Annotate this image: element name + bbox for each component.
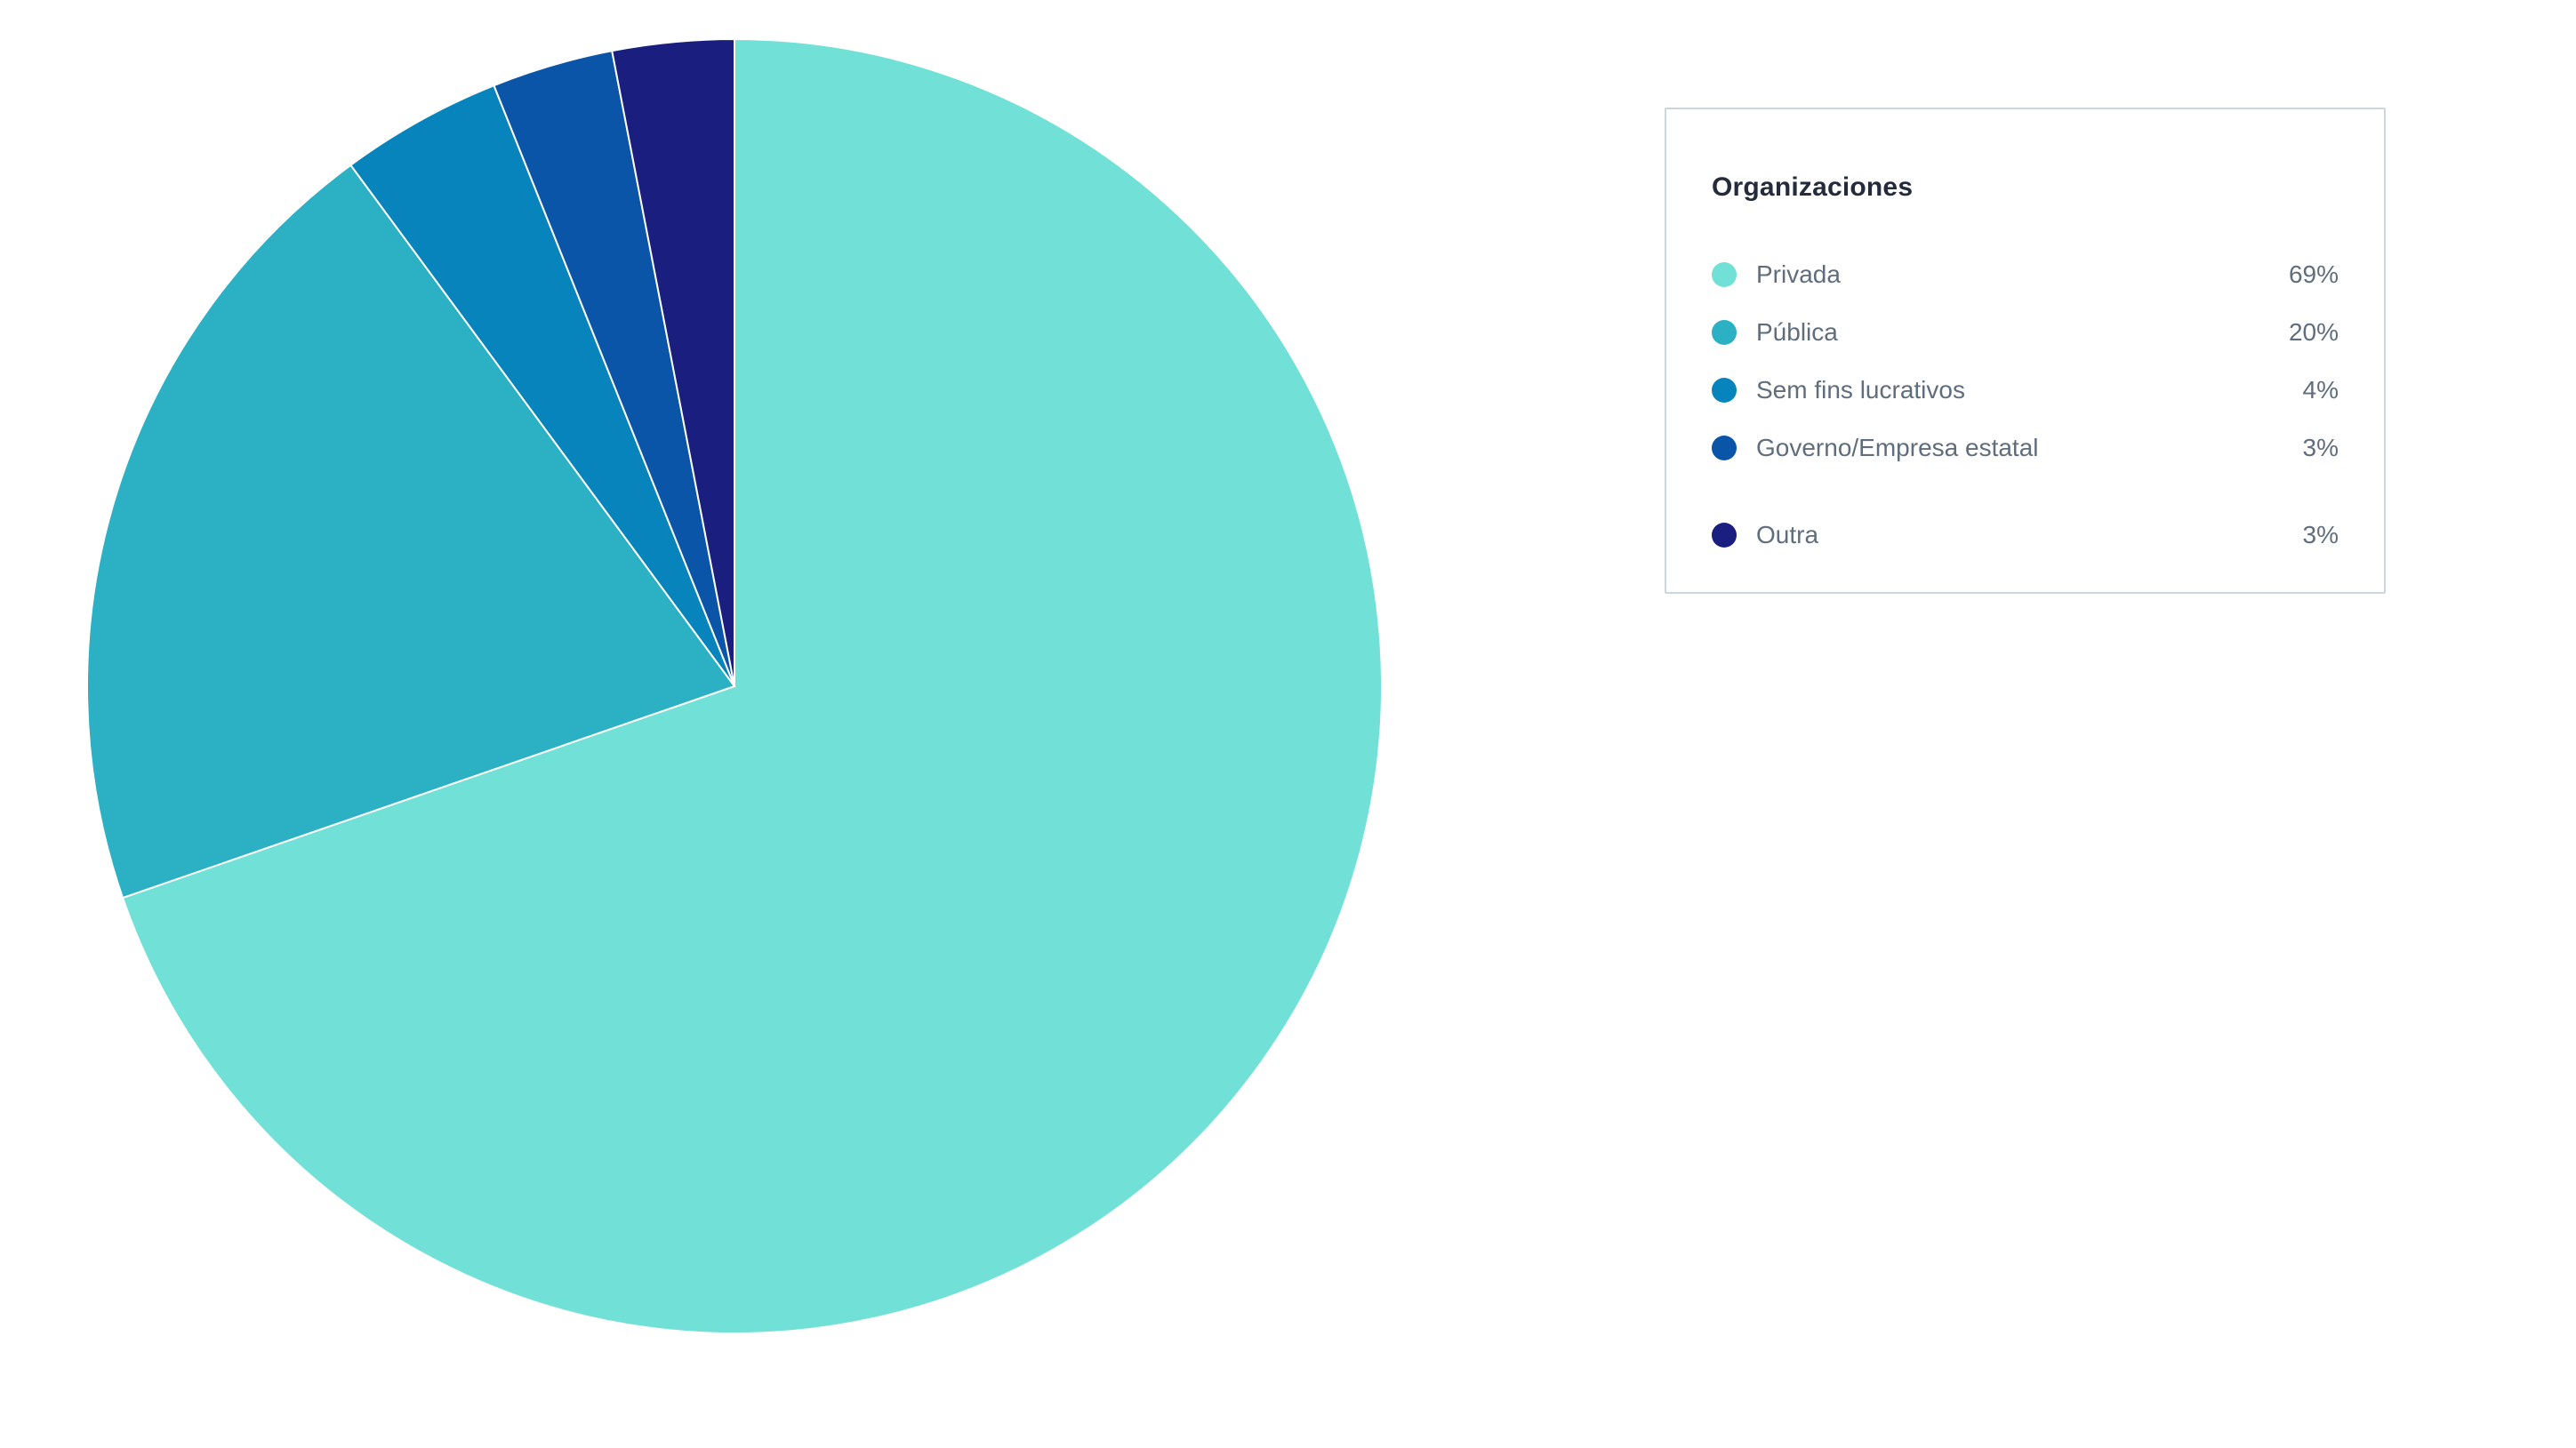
legend-value: 20%	[2288, 318, 2339, 346]
legend-item-sem-fins-lucrativos: Sem fins lucrativos 4%	[1712, 377, 2339, 404]
pie-slice-privada[interactable]	[121, 37, 1383, 1334]
legend-dot-publica	[1712, 320, 1737, 345]
legend-label: Governo/Empresa estatal	[1756, 434, 2039, 461]
legend-dot-privada	[1712, 262, 1737, 287]
legend-label: Outra	[1756, 521, 1819, 548]
legend-title: Organizaciones	[1712, 172, 1914, 202]
pie-slice-outra[interactable]	[611, 37, 735, 687]
legend-dot-sem-fins-lucrativos	[1712, 378, 1737, 403]
legend-label: Sem fins lucrativos	[1756, 376, 1965, 404]
pie-slice-publica[interactable]	[85, 164, 736, 900]
legend-item-publica: Pública 20%	[1712, 319, 2339, 346]
legend-value: 3%	[2302, 521, 2339, 548]
legend-label: Pública	[1756, 318, 1838, 346]
legend-dot-governo-empresa-estatal	[1712, 436, 1737, 460]
legend-dot-outra	[1712, 523, 1737, 548]
pie-chart-area	[85, 37, 1384, 1335]
legend-label: Privada	[1756, 260, 1841, 288]
legend-value: 69%	[2288, 260, 2339, 288]
legend-item-governo-empresa-estatal: Governo/Empresa estatal 3%	[1712, 435, 2339, 461]
legend-value: 4%	[2302, 376, 2339, 404]
legend-value: 3%	[2302, 434, 2339, 461]
pie-chart	[85, 37, 1383, 1334]
legend-item-privada: Privada 69%	[1712, 261, 2339, 288]
legend-item-outra: Outra 3%	[1712, 522, 2339, 548]
pie-slice-sem-fins-lucrativos[interactable]	[349, 84, 735, 687]
legend-card: Organizaciones Privada 69% Pública 20% S…	[1665, 108, 2386, 594]
